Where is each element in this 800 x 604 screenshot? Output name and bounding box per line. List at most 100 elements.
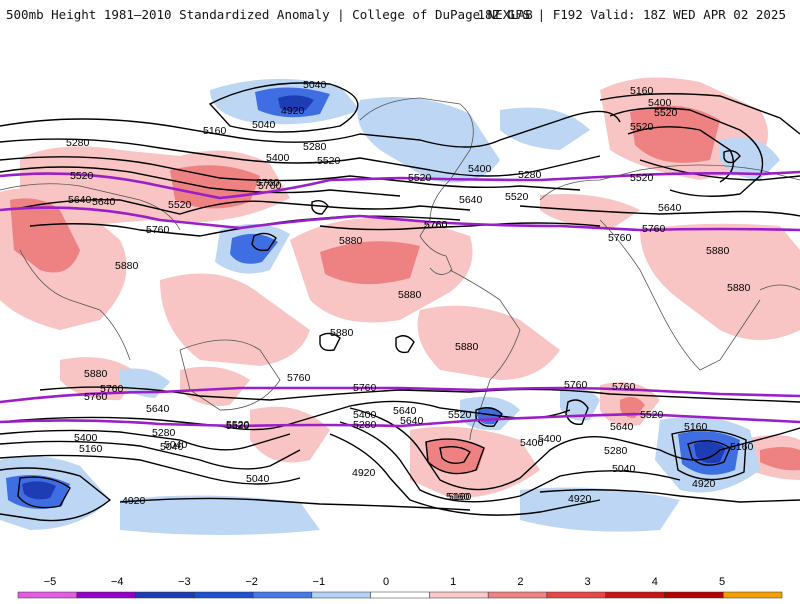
contour-5520-north bbox=[0, 170, 800, 200]
contour-label: 5040 bbox=[303, 79, 327, 91]
colorbar-segment bbox=[17, 591, 78, 599]
contour-label: 5640 bbox=[658, 202, 682, 214]
contour-label: 5880 bbox=[330, 327, 354, 339]
contour-label: 5280 bbox=[518, 169, 542, 181]
colorbar-tick-label: −3 bbox=[178, 576, 191, 588]
contour-label: 5520 bbox=[630, 172, 654, 184]
contour-label: 5640 bbox=[610, 421, 634, 433]
map-canvas: 5040 4920 5040 5160 5280 5520 5640 5400 … bbox=[0, 30, 800, 559]
contour-label: 5640 bbox=[68, 194, 92, 206]
contour-label: 5040 bbox=[164, 439, 188, 451]
contour-label: 5400 bbox=[353, 409, 377, 421]
contour-label: 5280 bbox=[353, 419, 377, 431]
colorbar-segment bbox=[76, 591, 136, 599]
contour-5760-north bbox=[0, 206, 800, 232]
contour-label: 5760 bbox=[353, 382, 377, 394]
contour-label: 5400 bbox=[538, 433, 562, 445]
anomaly-map: 5040 4920 5040 5160 5280 5520 5640 5400 … bbox=[0, 30, 800, 559]
contour-label: 5520 bbox=[654, 107, 678, 119]
colorbar-segment bbox=[546, 591, 606, 599]
contour-label: 5640 bbox=[146, 403, 170, 415]
colorbar-tick-label: 5 bbox=[719, 576, 725, 588]
contour-label: 5280 bbox=[152, 427, 176, 439]
very-strong-negative-anomaly-shading bbox=[22, 95, 726, 500]
contour-label: 5880 bbox=[84, 368, 108, 380]
contour-label: 5520 bbox=[505, 191, 529, 203]
contour-label: 5520 bbox=[70, 170, 94, 182]
colorbar-segment bbox=[487, 591, 548, 599]
contour-label: 5640 bbox=[393, 405, 417, 417]
contour-label: 5160 bbox=[446, 491, 470, 503]
colorbar-segment bbox=[135, 591, 195, 599]
contour-label: 5760 bbox=[258, 180, 282, 192]
contour-label: 5520 bbox=[640, 409, 664, 421]
contour-label: 5760 bbox=[564, 379, 588, 391]
colorbar-tick-label: 1 bbox=[450, 576, 456, 588]
colorbar-canvas: −5 −4 −3 −2 −1 0 1 2 3 4 5 bbox=[17, 576, 783, 599]
contour-5760-south bbox=[0, 386, 800, 404]
contour-label: 4920 bbox=[281, 105, 305, 117]
colorbar-tick-label: −1 bbox=[313, 576, 326, 588]
contour-label: 5760 bbox=[424, 219, 448, 231]
colorbar: −5 −4 −3 −2 −1 0 1 2 3 4 5 bbox=[0, 570, 800, 600]
contour-label: 5280 bbox=[66, 137, 90, 149]
contour-label: 5040 bbox=[160, 441, 184, 453]
strong-positive-anomaly-shading bbox=[10, 105, 800, 474]
colorbar-segment bbox=[605, 591, 665, 599]
colorbar-tick-label: 3 bbox=[585, 576, 591, 588]
contour-label: 5520 bbox=[226, 419, 250, 431]
contour-label: 5040 bbox=[246, 473, 270, 485]
contour-label: 5760 bbox=[608, 232, 632, 244]
height-contours bbox=[0, 82, 800, 522]
map-title: 500mb Height 1981–2010 Standardized Anom… bbox=[6, 7, 533, 22]
contour-label: 5520 bbox=[168, 199, 192, 211]
colorbar-tick-label: 4 bbox=[652, 576, 658, 588]
colorbar-tick-label: 0 bbox=[383, 576, 389, 588]
contour-label: 5400 bbox=[468, 163, 492, 175]
contour-label: 4920 bbox=[352, 467, 376, 479]
contour-label: 5760 bbox=[424, 219, 448, 231]
contour-label: 5760 bbox=[612, 381, 636, 393]
contour-5520-south bbox=[0, 412, 800, 428]
contour-label: 5160 bbox=[203, 125, 227, 137]
contour-label: 5880 bbox=[455, 341, 479, 353]
contour-labels: 5040 4920 5040 5160 5280 5520 5640 5400 … bbox=[66, 79, 754, 507]
contour-label: 5880 bbox=[727, 282, 751, 294]
contour-label: 5400 bbox=[648, 97, 672, 109]
colorbar-tick-label: −2 bbox=[245, 576, 258, 588]
contour-label: 5880 bbox=[706, 245, 730, 257]
contour-label: 5760 bbox=[642, 223, 666, 235]
colorbar-segment bbox=[311, 591, 371, 599]
contour-label: 5280 bbox=[604, 445, 628, 457]
header: 500mb Height 1981–2010 Standardized Anom… bbox=[0, 0, 800, 30]
colorbar-segment bbox=[252, 591, 313, 599]
contour-label: 4920 bbox=[122, 495, 146, 507]
contour-label: 5520 bbox=[226, 420, 250, 432]
contour-label: 5760 bbox=[287, 372, 311, 384]
contour-label: 5760 bbox=[256, 177, 280, 189]
colorbar-segment bbox=[370, 591, 430, 599]
contour-label: 5160 bbox=[79, 443, 103, 455]
colorbar-ticks: −5 −4 −3 −2 −1 0 1 2 3 4 5 bbox=[44, 576, 725, 588]
contour-label: 5520 bbox=[448, 409, 472, 421]
colorbar-segment bbox=[664, 591, 724, 599]
colorbar-segment bbox=[194, 591, 254, 599]
coastlines bbox=[0, 97, 800, 441]
contour-label: 5880 bbox=[398, 289, 422, 301]
highlight-contours bbox=[0, 170, 800, 428]
contour-label: 5760 bbox=[146, 224, 170, 236]
contour-label: 4920 bbox=[568, 493, 592, 505]
contour-label: 5760 bbox=[100, 383, 124, 395]
contour-label: 5160 bbox=[684, 421, 708, 433]
contour-label: 5280 bbox=[303, 141, 327, 153]
contour-label: 5880 bbox=[339, 235, 363, 247]
contour-label: 5880 bbox=[115, 260, 139, 272]
contour-label: 5520 bbox=[630, 121, 654, 133]
contour-label: 5040 bbox=[252, 119, 276, 131]
contour-label: 5160 bbox=[630, 85, 654, 97]
contour-label: 5520 bbox=[317, 155, 341, 167]
colorbar-tick-label: −5 bbox=[44, 576, 57, 588]
contour-label: 5040 bbox=[612, 463, 636, 475]
contour-label: 5400 bbox=[520, 437, 544, 449]
colorbar-segment bbox=[722, 591, 783, 599]
